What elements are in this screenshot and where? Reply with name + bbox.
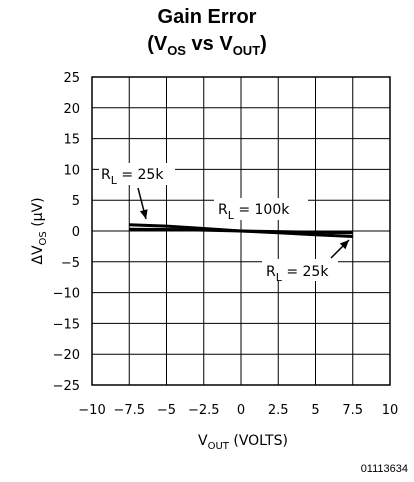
y-tick-label: 0 — [72, 225, 80, 240]
anno-r: R — [101, 167, 111, 183]
x-tick-label: −10 — [78, 403, 105, 418]
x-tick-label: 5 — [311, 403, 319, 418]
y-label-sub: OS — [38, 231, 49, 245]
x-tick-labels: −10 −7.5 −5 −2.5 0 2.5 5 7.5 10 — [78, 403, 398, 418]
y-tick-label: 25 — [63, 71, 80, 86]
chart-title: Gain Error — [157, 6, 257, 28]
subtitle-sub-out: OUT — [232, 43, 261, 58]
plot-frame — [91, 76, 391, 386]
annotation-label: RL = 25k — [101, 167, 164, 187]
anno-r: R — [218, 202, 228, 218]
x-axis-label: VOUT (VOLTS) — [198, 433, 288, 452]
x-tick-label: 0 — [237, 403, 245, 418]
anno-text: = 100k — [234, 202, 290, 218]
y-tick-label: −20 — [53, 348, 80, 363]
y-tick-label: 20 — [63, 102, 80, 117]
annotation-arrowhead-1 — [339, 240, 349, 250]
x-tick-label: −2.5 — [188, 403, 220, 418]
annotation-arrowhead-0 — [139, 209, 148, 219]
anno-text: = 25k — [117, 167, 164, 183]
y-label-unit: (μV) — [30, 197, 46, 231]
x-tick-label: −5 — [157, 403, 176, 418]
y-tick-label: 5 — [72, 194, 80, 209]
annotation-label: RL = 100k — [218, 202, 290, 222]
y-axis-label: ΔVOS (μV) — [30, 197, 49, 264]
x-tick-label: 10 — [382, 403, 399, 418]
x-label-v: V — [198, 433, 208, 449]
y-label-delta: ΔV — [30, 245, 46, 265]
annotation-bg — [262, 259, 338, 281]
subtitle-mid: vs V — [185, 33, 233, 55]
figure-code: 01113634 — [361, 463, 408, 475]
x-tick-label: 7.5 — [342, 403, 363, 418]
chart-subtitle: (VOS vs VOUT) — [0, 33, 414, 58]
y-tick-label: −25 — [53, 379, 80, 394]
series-line-1 — [129, 227, 353, 235]
anno-r: R — [266, 264, 276, 280]
subtitle-close: ) — [260, 33, 267, 55]
y-tick-label: 10 — [63, 163, 80, 178]
subtitle-sub-os: OS — [167, 43, 186, 58]
x-tick-label: −7.5 — [113, 403, 145, 418]
subtitle-open: (V — [147, 33, 168, 55]
annotation-bg — [214, 198, 308, 220]
anno-sub: L — [276, 271, 283, 284]
y-tick-label: −10 — [53, 287, 80, 302]
x-tick-label: 2.5 — [268, 403, 289, 418]
anno-sub: L — [111, 174, 118, 187]
anno-sub: L — [228, 209, 235, 222]
anno-text: = 25k — [282, 264, 329, 280]
y-tick-label: −15 — [53, 317, 80, 332]
x-label-sub: OUT — [208, 441, 230, 452]
annotation-bg — [99, 163, 175, 185]
series-lines — [129, 223, 353, 238]
annotation-label: RL = 25k — [266, 264, 329, 284]
y-tick-label: 15 — [63, 133, 80, 148]
y-tick-label: −5 — [61, 256, 80, 271]
y-tick-labels: 25 20 15 10 5 0 −5 −10 −15 −20 −25 — [53, 71, 80, 394]
x-label-unit: (VOLTS) — [229, 433, 288, 449]
